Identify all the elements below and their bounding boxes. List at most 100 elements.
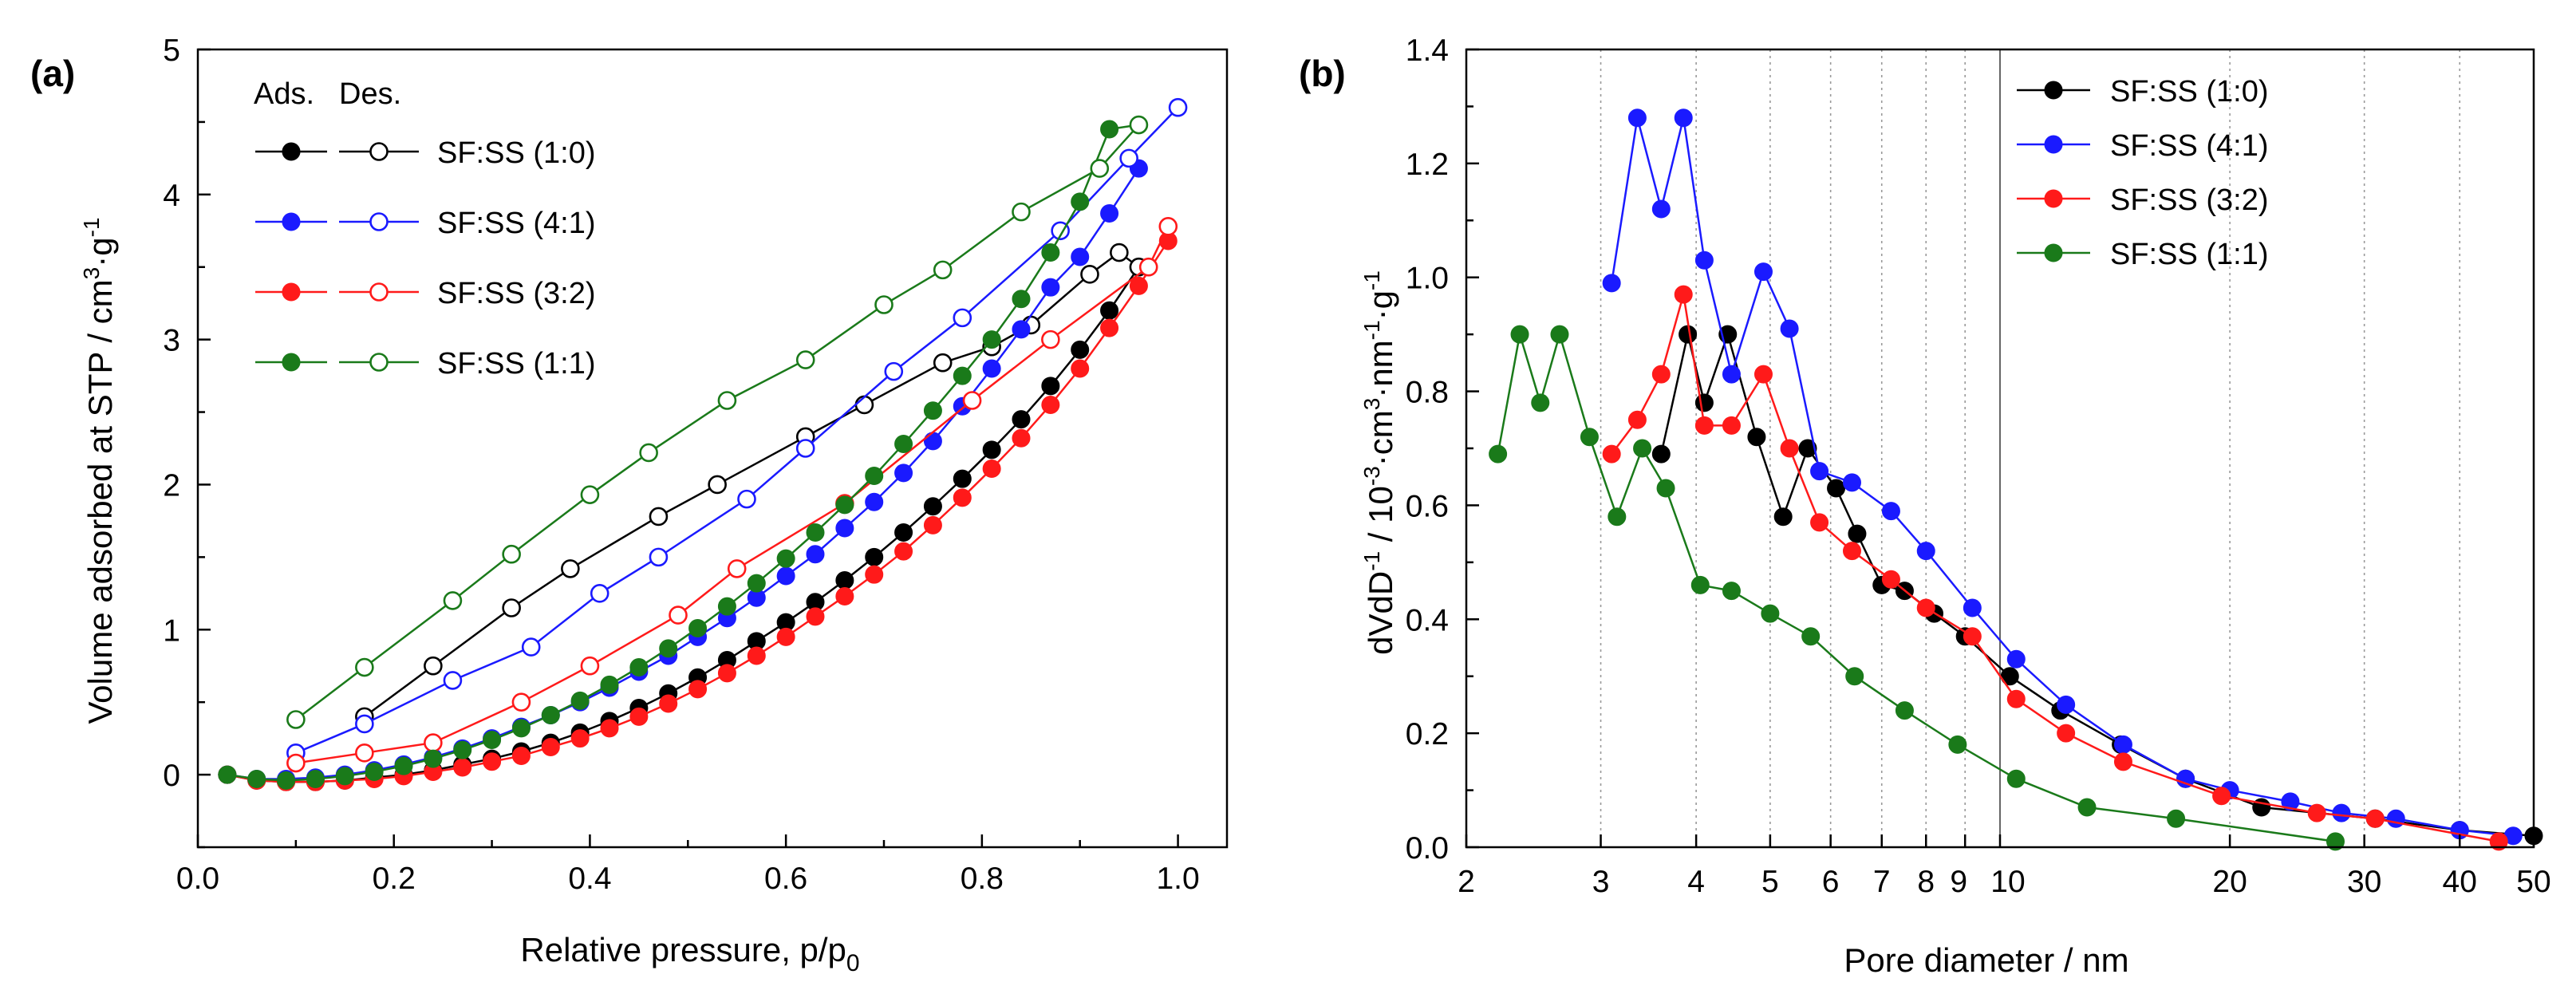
adsorption-point [923, 401, 942, 420]
adsorption-point [865, 547, 884, 566]
legend-b-item-sf-ss-4-1: SF:SS (4:1) [2017, 129, 2269, 163]
adsorption-point [1071, 192, 1090, 211]
psd-point [1810, 513, 1829, 532]
desorption-point [355, 743, 374, 763]
legend-ads-marker [282, 282, 301, 302]
legend-a-item-sf-ss-1-0: SF:SS (1:0) [255, 136, 596, 170]
adsorption-point [453, 740, 472, 759]
panel-b-x-tick-label: 4 [1687, 865, 1705, 899]
desorption-point [424, 733, 443, 752]
desorption-point [737, 489, 756, 509]
desorption-point [561, 559, 580, 578]
adsorption-point [1100, 301, 1119, 320]
adsorption-point [541, 738, 560, 757]
desorption-point [795, 439, 815, 458]
desorption-point [649, 507, 669, 527]
panel-b-y-tick-label: 0.2 [1406, 717, 1449, 751]
adsorption-point [923, 497, 942, 516]
panel-b-x-tick-label: 5 [1761, 865, 1779, 899]
psd-point [2281, 792, 2300, 811]
psd-point [1580, 428, 1599, 447]
legend-a-label: SF:SS (3:2) [437, 277, 596, 310]
desorption-point [286, 753, 306, 773]
psd-point [1608, 507, 1627, 527]
adsorption-point [365, 762, 384, 781]
panel-a-plot-area [218, 97, 1188, 791]
psd-point [2489, 832, 2508, 851]
desorption-point [580, 485, 600, 504]
desorption-point [1158, 217, 1178, 236]
panel-b-y-tick-labels: 0.0 0.2 0.4 0.6 0.8 1.0 1.2 1.4 [1406, 34, 1449, 866]
psd-point [1895, 701, 1914, 720]
panel-b-x-axis-title: Pore diameter / nm [1844, 941, 2128, 979]
psd-point [1963, 627, 1982, 646]
adsorption-point [600, 675, 619, 694]
panel-b-plot-area [1489, 108, 2543, 851]
adsorption-point [776, 549, 795, 568]
legend-ads-marker [282, 142, 301, 161]
psd-point [1916, 598, 1935, 617]
psd-point [2332, 803, 2351, 822]
desorption-point [443, 591, 463, 610]
adsorption-point [1071, 340, 1090, 359]
panel-b-x-tick-label: 30 [2347, 865, 2381, 899]
adsorption-point [894, 435, 913, 454]
psd-point [2365, 809, 2385, 828]
panel-b-label: (b) [1299, 53, 1346, 94]
desorption-point [953, 308, 972, 328]
adsorption-point [1012, 428, 1031, 448]
psd-point [1881, 502, 1900, 521]
panel-a-axes-frame [196, 48, 1229, 849]
desorption-point [649, 547, 669, 567]
adsorption-point [453, 758, 472, 777]
desorption-point [1080, 265, 1099, 284]
panel-a-label: (a) [30, 53, 75, 94]
legend-b-item-sf-ss-1-0: SF:SS (1:0) [2017, 75, 2269, 108]
panel-b-y-tick-label: 0.4 [1406, 603, 1449, 637]
adsorption-point [894, 523, 913, 542]
legend-a-item-sf-ss-1-1: SF:SS (1:1) [255, 347, 596, 381]
psd-point [1810, 462, 1829, 481]
psd-point [1798, 439, 1817, 458]
panel-a-x-tick-label: 0.8 [961, 862, 1004, 896]
psd-point [1651, 365, 1671, 384]
psd-point [1602, 444, 1621, 463]
legend-b-label: SF:SS (4:1) [2110, 129, 2269, 163]
legend-b-label: SF:SS (1:0) [2110, 75, 2269, 108]
psd-point [1753, 365, 1773, 384]
legend-des-marker [369, 282, 389, 302]
adsorption-point [277, 771, 296, 790]
psd-point [2006, 689, 2026, 708]
adsorption-point [541, 706, 560, 725]
adsorption-point [511, 719, 531, 738]
desorption-point [502, 598, 521, 617]
panel-a-x-tick-label: 1.0 [1156, 862, 1199, 896]
panel-a-x-tick-label: 0.4 [568, 862, 611, 896]
legend-des-marker [369, 142, 389, 161]
desorption-line-sf-ss-1-0 [364, 250, 1140, 718]
desorption-point [1012, 202, 1031, 222]
desorption-point [933, 260, 953, 280]
panel-b-y-tick-label: 1.2 [1406, 148, 1449, 182]
adsorption-point [806, 607, 825, 626]
adsorption-point [659, 639, 678, 658]
panel-b-x-tick-label: 2 [1458, 865, 1475, 899]
psd-point [2167, 809, 2186, 828]
psd-point [1948, 735, 1967, 754]
legend-header-ads: Ads. [254, 77, 314, 111]
psd-point [2057, 724, 2076, 743]
legend-ads-marker [282, 353, 301, 372]
panel-a-y-tick-label: 5 [163, 34, 180, 68]
legend-des-marker [369, 212, 389, 231]
psd-point [1881, 570, 1900, 589]
psd-point [1842, 542, 1861, 561]
adsorption-point [982, 359, 1001, 378]
legend-b-marker [2044, 135, 2063, 154]
panel-a-y-tick-label: 0 [163, 759, 180, 793]
panel-a-y-tick-labels: 0 1 2 3 4 5 [163, 34, 180, 793]
adsorption-point [1071, 247, 1090, 266]
desorption-point [933, 353, 953, 373]
psd-point [2326, 832, 2345, 851]
